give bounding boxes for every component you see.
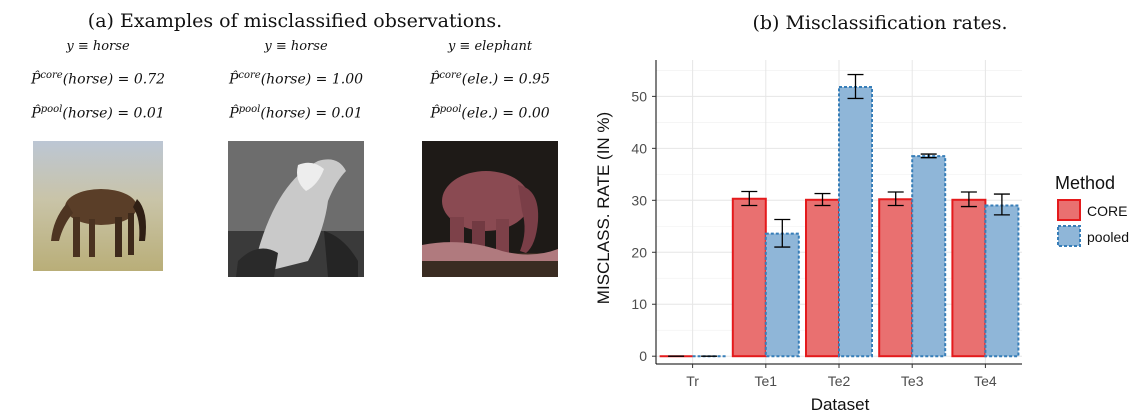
y-tick-label: 40 [631, 140, 647, 156]
bar-core-te4 [951, 198, 987, 358]
right-panel-caption: (b) Misclassification rates. [752, 12, 1008, 34]
left-panel-caption: (a) Examples of misclassified observatio… [87, 10, 503, 32]
example-1-pool-prob: P̂pool(horse) = 0.01 [31, 103, 165, 122]
x-axis-label: Dataset [811, 395, 870, 414]
x-tick-label: Te2 [828, 373, 851, 389]
x-tick-label: Te3 [901, 373, 924, 389]
example-2-label: y ≡ horse [264, 39, 328, 54]
legend-key-pooled [1057, 225, 1081, 247]
legend-label-core: CORE [1087, 203, 1127, 219]
example-2-core-prob: P̂core(horse) = 1.00 [228, 70, 364, 88]
x-tick-label: Te1 [755, 373, 778, 389]
example-3-pool-prob: P̂pool(ele.) = 0.00 [430, 103, 550, 122]
example-3-label: y ≡ elephant [447, 39, 533, 54]
example-1-core-prob: P̂core(horse) = 0.72 [30, 70, 166, 88]
grayscale-horse-photo [228, 141, 364, 278]
bar-core-te1 [731, 197, 767, 358]
elephant-photo [422, 141, 558, 278]
x-tick-label: Tr [686, 373, 699, 389]
bar-pooled-te1 [764, 232, 800, 358]
bar-pooled-te2 [838, 86, 873, 358]
bars [659, 73, 1020, 358]
example-1-label: y ≡ horse [66, 39, 130, 54]
x-tick-label: Te4 [974, 373, 997, 389]
bar-pooled-te3 [911, 155, 947, 358]
example-2: y ≡ horse P̂core(horse) = 1.00 P̂pool(ho… [196, 38, 396, 278]
example-3-core-prob: P̂core(ele.) = 0.95 [430, 70, 550, 88]
axes: MISCLASS. RATE (IN %) Dataset 0 10 20 30 40 5… [594, 60, 1022, 414]
bar-core-te2 [805, 198, 840, 358]
example-3: y ≡ elephant P̂core(ele.) = 0.95 P̂pool(… [390, 38, 590, 278]
example-2-pool-prob: P̂pool(horse) = 0.01 [229, 103, 363, 122]
y-tick-label: 30 [631, 192, 647, 208]
y-tick-label: 50 [631, 88, 647, 104]
legend-title: Method [1055, 173, 1115, 193]
y-tick-label: 0 [639, 348, 647, 364]
legend-key-core [1057, 199, 1081, 221]
y-tick-label: 10 [631, 296, 647, 312]
bar-pooled-te4 [984, 204, 1020, 358]
y-axis-label: MISCLASS. RATE (IN %) [594, 112, 613, 304]
legend-label-pooled: pooled [1087, 229, 1129, 245]
legend: Method CORE pooled [1055, 173, 1129, 247]
y-tick-label: 20 [631, 244, 647, 260]
horse-grazing-photo [33, 141, 163, 272]
bar-core-te3 [878, 198, 914, 358]
example-1: y ≡ horse P̂core(horse) = 0.72 P̂pool(ho… [0, 38, 198, 272]
